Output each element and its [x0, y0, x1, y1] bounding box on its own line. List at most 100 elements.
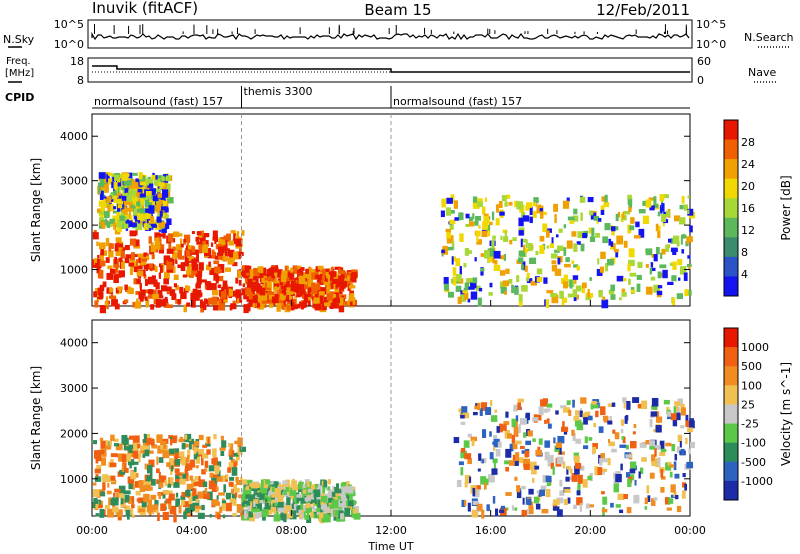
heatmap-cell — [555, 410, 559, 415]
heatmap-cell — [213, 474, 218, 478]
heatmap-cell — [628, 203, 633, 209]
heatmap-cell — [491, 468, 498, 475]
heatmap-cell — [195, 270, 203, 277]
heatmap-cell — [228, 450, 235, 457]
heatmap-cell — [173, 452, 181, 458]
heatmap-cell — [111, 299, 118, 307]
heatmap-cell — [269, 270, 274, 276]
heatmap-cell — [597, 466, 603, 476]
heatmap-cell — [533, 197, 539, 204]
heatmap-cell — [527, 498, 532, 506]
heatmap-cell — [573, 297, 577, 302]
heatmap-cell — [166, 248, 174, 254]
heatmap-cell — [163, 298, 168, 303]
heatmap-cell — [539, 489, 545, 497]
colorbar-swatch — [724, 198, 738, 219]
heatmap-cell — [167, 483, 172, 488]
heatmap-cell — [128, 187, 132, 197]
heatmap-cell — [97, 258, 101, 267]
heatmap-cell — [118, 485, 126, 495]
heatmap-cell — [256, 502, 262, 512]
heatmap-cell — [338, 268, 341, 274]
heatmap-cell — [204, 298, 208, 304]
heatmap-cell — [475, 215, 482, 221]
heatmap-cell — [462, 412, 470, 419]
heatmap-cell — [189, 512, 193, 517]
heatmap-cell — [171, 293, 177, 301]
heatmap-cell — [193, 446, 197, 455]
heatmap-cell — [660, 252, 663, 259]
heatmap-cell — [190, 299, 196, 308]
heatmap-cell — [131, 504, 135, 509]
heatmap-cell — [116, 509, 123, 518]
heatmap-cell — [155, 298, 161, 308]
heatmap-cell — [222, 503, 228, 511]
heatmap-cell — [124, 257, 130, 264]
heatmap-cell — [135, 178, 142, 188]
heatmap-cell — [589, 236, 596, 243]
heatmap-cell — [123, 179, 128, 185]
heatmap-cell — [598, 289, 603, 298]
heatmap-cell — [237, 270, 241, 279]
heatmap-cell — [130, 471, 137, 480]
heatmap-cell — [166, 188, 171, 197]
heatmap-cell — [282, 480, 285, 486]
heatmap-cell — [128, 262, 135, 267]
heatmap-cell — [143, 493, 150, 503]
heatmap-cell — [133, 461, 139, 465]
heatmap-cell — [582, 412, 588, 419]
heatmap-cell — [680, 425, 685, 429]
heatmap-cell — [686, 263, 692, 268]
heatmap-cell — [620, 419, 624, 426]
colorbar-swatch — [724, 120, 738, 141]
heatmap-cell — [286, 265, 290, 274]
heatmap-cell — [107, 221, 111, 228]
heatmap-cell — [442, 245, 448, 255]
heatmap-cell — [304, 284, 308, 290]
heatmap-cell — [518, 424, 521, 434]
heatmap-cell — [120, 495, 124, 505]
heatmap-cell — [113, 443, 119, 447]
heatmap-cell — [344, 492, 351, 499]
heatmap-cell — [629, 461, 637, 469]
heatmap-cell — [198, 434, 204, 441]
heatmap-cell — [270, 493, 275, 502]
heatmap-cell — [136, 201, 141, 207]
y-tick-label: 4000 — [60, 337, 88, 350]
heatmap-cell — [168, 435, 174, 439]
heatmap-cell — [266, 281, 272, 288]
heatmap-cell — [604, 194, 608, 203]
heatmap-cell — [556, 245, 564, 252]
heatmap-cell — [491, 211, 495, 221]
heatmap-cell — [132, 181, 139, 189]
heatmap-cell — [460, 414, 465, 419]
heatmap-cell — [533, 496, 540, 504]
heatmap-cell — [469, 476, 472, 483]
heatmap-cell — [477, 468, 481, 472]
heatmap-cell — [507, 433, 512, 439]
heatmap-cell — [207, 255, 215, 259]
heatmap-cell — [594, 466, 598, 476]
colorbar-tick-label: 16 — [741, 202, 755, 215]
heatmap-cell — [104, 301, 109, 306]
heatmap-cell — [179, 436, 184, 440]
heatmap-cell — [244, 265, 250, 273]
colorbar-swatch — [724, 139, 738, 160]
heatmap-cell — [178, 451, 185, 457]
colorbar-swatch — [724, 237, 738, 258]
heatmap-cell — [309, 267, 313, 272]
heatmap-cell — [520, 486, 526, 490]
heatmap-cell — [461, 499, 466, 508]
heatmap-cell — [161, 177, 169, 181]
heatmap-cell — [482, 221, 489, 230]
nsky-tick-top: 10^5 — [54, 18, 84, 31]
heatmap-cell — [196, 455, 201, 464]
heatmap-cell — [327, 490, 332, 498]
heatmap-cell — [155, 206, 161, 212]
heatmap-cell — [673, 215, 681, 222]
heatmap-cell — [109, 272, 112, 276]
heatmap-cell — [449, 219, 456, 225]
heatmap-cell — [316, 279, 324, 286]
heatmap-cell — [508, 278, 513, 284]
heatmap-cell — [441, 198, 447, 208]
